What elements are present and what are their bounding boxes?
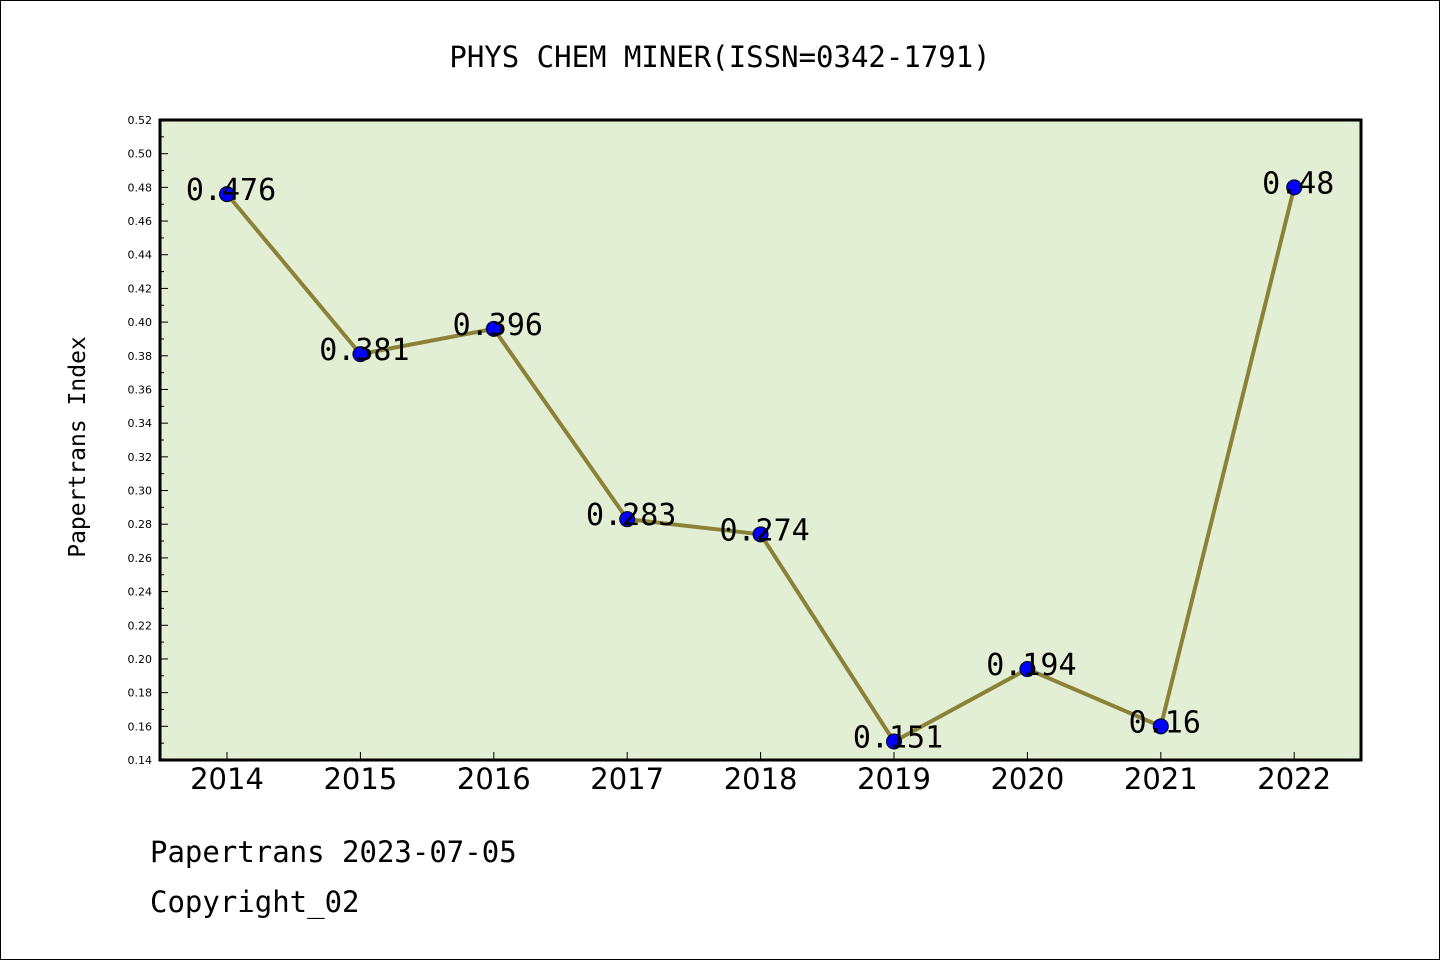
data-point-2018 bbox=[752, 526, 769, 543]
data-label-2017: 0.283 bbox=[586, 498, 676, 533]
y-tick-label: 0.18 bbox=[128, 687, 153, 700]
data-point-2019 bbox=[886, 733, 902, 750]
y-tick-label: 0.14 bbox=[128, 754, 153, 767]
data-label-2019: 0.151 bbox=[853, 720, 943, 755]
y-axis: 0.14 0.16 0.18 0.20 0.22 0.24 0.26 0.28 0.30 0.32… bbox=[128, 114, 168, 767]
y-tick-label: 0.42 bbox=[128, 282, 153, 295]
y-tick-label: 0.50 bbox=[128, 148, 153, 161]
footer-copyright: Copyright_02 bbox=[150, 885, 360, 919]
y-tick-label: 0.22 bbox=[128, 619, 153, 632]
data-point-2020 bbox=[1019, 661, 1036, 678]
data-label-2016: 0.396 bbox=[453, 308, 543, 343]
y-tick-label: 0.28 bbox=[128, 518, 153, 531]
y-tick-label: 0.40 bbox=[128, 316, 153, 329]
x-tick-label: 2020 bbox=[990, 762, 1064, 796]
y-tick-label: 0.44 bbox=[128, 249, 153, 262]
y-tick-label: 0.46 bbox=[128, 215, 153, 228]
y-tick-label: 0.20 bbox=[128, 653, 153, 666]
x-tick-label: 2017 bbox=[590, 762, 664, 796]
y-tick-label: 0.32 bbox=[128, 451, 153, 464]
chart-title: PHYS CHEM MINER(ISSN=0342-1791) bbox=[449, 40, 990, 74]
y-tick-label: 0.38 bbox=[128, 350, 153, 363]
x-tick-label: 2022 bbox=[1257, 762, 1331, 796]
data-point-2017 bbox=[619, 511, 636, 528]
y-tick-label: 0.16 bbox=[128, 720, 153, 733]
y-tick-label: 0.24 bbox=[128, 586, 153, 599]
x-tick-label: 2021 bbox=[1124, 762, 1198, 796]
y-axis-label: Papertrans Index bbox=[65, 336, 91, 558]
data-point-2014 bbox=[219, 186, 235, 203]
y-tick-label: 0.48 bbox=[128, 181, 153, 194]
data-label-group: 0.476 0.381 0.396 0.283 0.274 0.151 0.194 0.16 0… bbox=[186, 166, 1334, 755]
footer-date: Papertrans 2023-07-05 bbox=[150, 835, 517, 869]
x-tick-label: 2018 bbox=[724, 762, 798, 796]
data-label-2020: 0.194 bbox=[986, 648, 1076, 683]
y-tick-label: 0.34 bbox=[128, 417, 153, 430]
data-label-2018: 0.274 bbox=[719, 513, 809, 548]
x-tick-label: 2019 bbox=[857, 762, 931, 796]
marker-group bbox=[219, 179, 1303, 750]
plot-area bbox=[158, 118, 1363, 762]
data-point-2015 bbox=[352, 346, 369, 363]
y-tick-label: 0.26 bbox=[128, 552, 153, 565]
data-point-2022 bbox=[1286, 179, 1303, 196]
y-tick-label: 0.36 bbox=[128, 383, 153, 396]
data-label-2022: 0.48 bbox=[1262, 166, 1334, 201]
x-tick-label: 2014 bbox=[190, 762, 264, 796]
x-axis: 2014 2015 2016 2017 2018 2019 2020 2021 2022 bbox=[190, 752, 1331, 796]
data-point-2021 bbox=[1152, 718, 1169, 735]
data-point-2016 bbox=[485, 320, 502, 337]
x-tick-label: 2016 bbox=[457, 762, 531, 796]
y-tick-label: 0.30 bbox=[128, 485, 153, 498]
x-tick-label: 2015 bbox=[323, 762, 397, 796]
data-label-2021: 0.16 bbox=[1129, 705, 1201, 740]
y-tick-label: 0.52 bbox=[128, 114, 153, 127]
data-label-2014: 0.476 bbox=[186, 173, 276, 208]
data-label-2015: 0.381 bbox=[319, 333, 409, 368]
